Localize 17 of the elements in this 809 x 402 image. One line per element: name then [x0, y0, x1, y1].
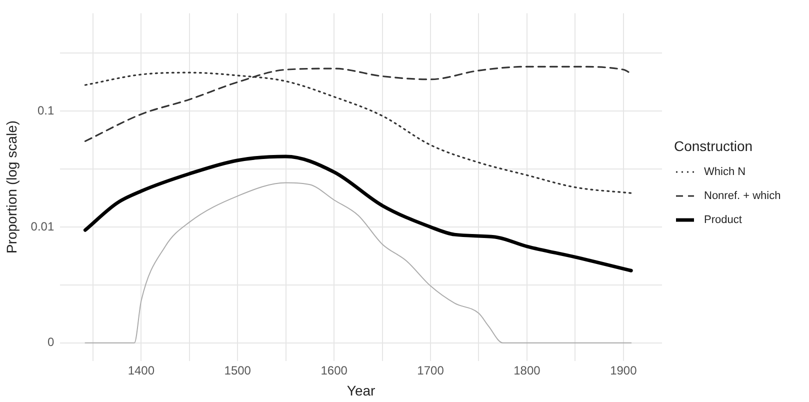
x-tick-label: 1800 — [514, 363, 541, 378]
y-axis-title: Proportion (log scale) — [3, 120, 20, 254]
x-tick-label: 1400 — [128, 363, 155, 378]
x-tick-label: 1700 — [417, 363, 444, 378]
x-tick-label: 1600 — [320, 363, 348, 378]
x-tick-label: 1500 — [224, 363, 252, 378]
y-tick-label: 0.01 — [30, 219, 54, 234]
line-series — [83, 154, 633, 272]
legend-label: Which N — [704, 166, 746, 178]
x-tick-label: 1900 — [610, 363, 638, 378]
x-axis-title: Year — [346, 382, 376, 398]
y-tick-label: 0.1 — [37, 103, 54, 118]
legend-label: Nonref. + which — [704, 190, 781, 202]
legend-label: Product — [704, 214, 742, 226]
line-series — [84, 182, 632, 344]
y-tick-label: 0 — [47, 335, 54, 350]
legend-title: Construction — [674, 138, 754, 154]
